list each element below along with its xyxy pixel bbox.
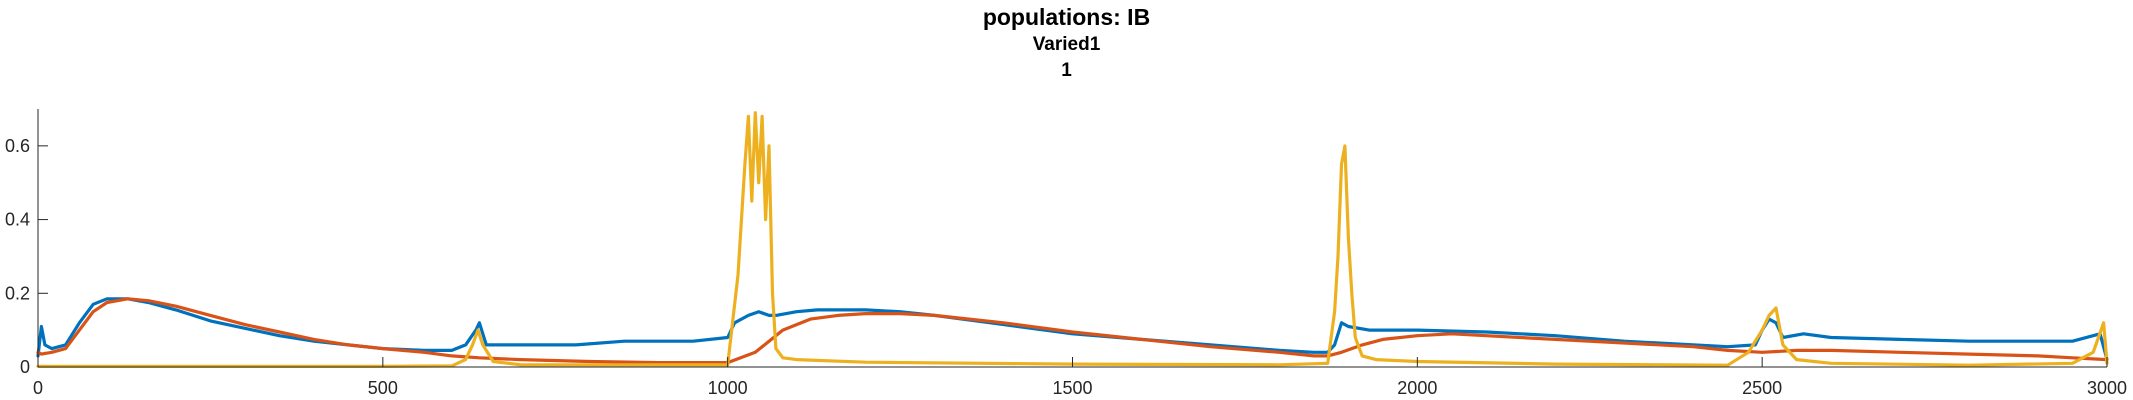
chart-subtitle: Varied1 bbox=[1032, 34, 1101, 55]
y-tick-label-0: 0 bbox=[20, 357, 30, 377]
y-tick-label-0.4: 0.4 bbox=[5, 210, 30, 230]
x-tick-label-1000: 1000 bbox=[708, 378, 748, 398]
x-tick-label-3000: 3000 bbox=[2087, 378, 2127, 398]
x-tick-label-2000: 2000 bbox=[1397, 378, 1437, 398]
x-tick-label-2500: 2500 bbox=[1742, 378, 1782, 398]
y-tick-label-0.6: 0.6 bbox=[5, 136, 30, 156]
y-tick-label-0.2: 0.2 bbox=[5, 283, 30, 303]
x-tick-label-500: 500 bbox=[368, 378, 398, 398]
chart-title: populations: IB bbox=[982, 4, 1151, 30]
x-tick-label-0: 0 bbox=[33, 378, 43, 398]
series-line-3 bbox=[36, 111, 2109, 368]
x-tick-label-1500: 1500 bbox=[1052, 378, 1092, 398]
chart-subtitle-index: 1 bbox=[1061, 60, 1072, 81]
series-line-2 bbox=[36, 297, 2109, 365]
